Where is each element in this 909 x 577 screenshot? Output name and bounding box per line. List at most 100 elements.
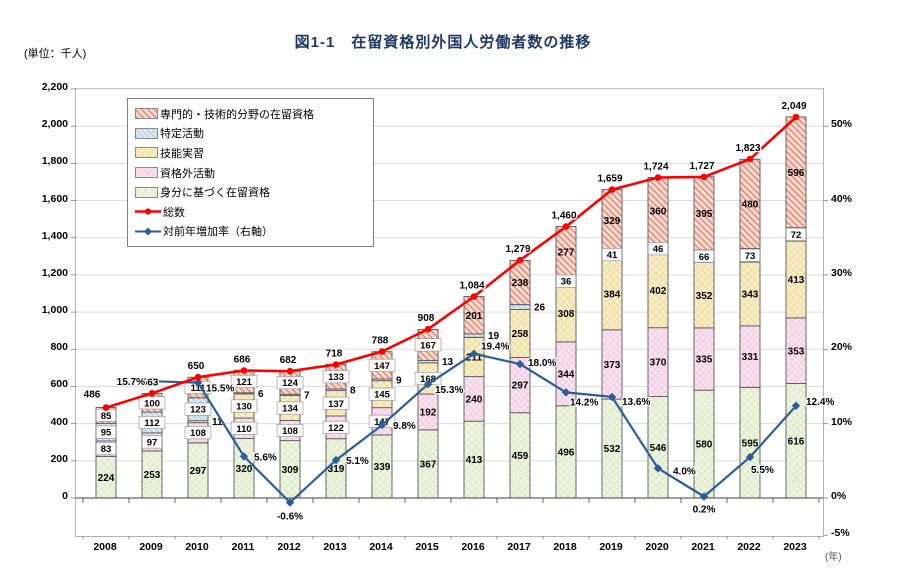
legend-swatch-status_based	[135, 186, 158, 198]
x-tick-label-2016: 2016	[461, 541, 485, 553]
segment-label-status_based-2015: 367	[420, 460, 437, 471]
bar-segment-designated-2017	[509, 304, 531, 310]
segment-label-box-designated-2022	[739, 248, 761, 262]
segment-label-professional-2022: 480	[742, 200, 759, 211]
total-marker-2010	[194, 373, 202, 381]
segment-label-professional-2021: 395	[696, 209, 713, 220]
segment-label-box-designated-2010	[184, 402, 212, 416]
legend-item-outside_status: 資格外活動	[135, 163, 369, 183]
growth-label-2023: 12.4%	[806, 397, 834, 408]
segment-label-designated-2017: 26	[534, 303, 546, 314]
total-label-2009: 563	[142, 377, 159, 388]
segment-label-designated-2013: 8	[350, 385, 356, 396]
x-tick-label-2021: 2021	[691, 541, 715, 553]
total-marker-2022	[746, 155, 754, 163]
growth-label-2017: 18.0%	[528, 358, 556, 369]
y-left-tick-label: 1,800	[41, 155, 68, 168]
segment-label-box-designated-2008	[95, 425, 117, 439]
growth-label-2016: 19.4%	[481, 342, 509, 353]
total-label-2015: 908	[418, 313, 435, 324]
y-left-tick-label: 1,400	[41, 229, 68, 242]
segment-label-professional-2013: 133	[328, 372, 344, 383]
segment-label-technical_intern-2023: 413	[788, 275, 805, 286]
total-marker-2009	[148, 390, 156, 397]
segment-label-status_based-2021: 580	[696, 440, 713, 451]
y-right-tick-label: 30%	[831, 266, 853, 279]
segment-label-box-technical_intern-2013	[322, 396, 350, 410]
total-marker-2011	[240, 367, 248, 374]
y-left-tick-label: 1,200	[41, 266, 68, 279]
unit-label: (単位：千人)	[24, 48, 87, 60]
growth-marker-2021	[699, 492, 709, 501]
x-tick-label-2014: 2014	[369, 541, 393, 553]
y-left-tick-label: 600	[50, 378, 68, 391]
segment-label-designated-2021: 66	[699, 252, 710, 263]
total-label-2011: 686	[234, 355, 251, 366]
growth-marker-2022	[745, 452, 755, 462]
total-marker-2015	[424, 325, 432, 333]
segment-label-technical_intern-2014: 145	[374, 390, 391, 401]
x-tick-label-2011: 2011	[231, 541, 255, 553]
x-tick-label-2010: 2010	[185, 541, 209, 553]
y-left-tick-label: 0	[62, 490, 68, 502]
total-marker-2017	[516, 256, 524, 264]
segment-label-designated-2011: 6	[258, 389, 264, 400]
total-label-2013: 718	[326, 349, 343, 360]
legend-label-growth: 対前年増加率（右軸）	[163, 226, 273, 239]
segment-label-designated-2015: 13	[442, 357, 454, 368]
y-right-tick-label: 10%	[831, 415, 853, 428]
x-tick-label-2015: 2015	[415, 541, 439, 553]
total-label-2022: 1,823	[735, 143, 760, 154]
segment-label-box-designated-2009	[138, 415, 166, 429]
segment-label-professional-2010: 111	[191, 383, 207, 394]
segment-label-professional-2012: 124	[282, 378, 299, 389]
total-marker-2014	[378, 348, 386, 355]
total-marker-2012	[286, 367, 294, 375]
segment-label-designated-2018: 36	[561, 277, 572, 288]
segment-label-outside_status-2012: 108	[282, 426, 298, 437]
segment-label-outside_status-2010: 108	[190, 428, 206, 439]
growth-marker-2016	[469, 349, 479, 358]
segment-label-box-outside_status-2013	[322, 420, 350, 434]
growth-label-2020: 4.0%	[673, 466, 696, 477]
segment-label-status_based-2022: 595	[742, 438, 759, 449]
segment-label-technical_intern-2011: 130	[236, 402, 252, 413]
segment-label-technical_intern-2016: 211	[466, 353, 483, 364]
total-label-2019: 1,659	[597, 174, 622, 185]
segment-label-status_based-2012: 309	[282, 465, 299, 476]
segment-label-outside_status-2022: 331	[742, 352, 759, 363]
bar-2023	[785, 116, 807, 499]
x-tick-label-2020: 2020	[645, 541, 669, 553]
segment-label-technical_intern-2021: 352	[696, 291, 713, 302]
segment-label-professional-2009: 100	[144, 398, 160, 409]
segment-label-status_based-2008: 224	[98, 473, 115, 484]
segment-label-outside_status-2020: 370	[650, 358, 667, 369]
segment-label-professional-2018: 277	[558, 248, 575, 259]
segment-label-technical_intern-2012: 134	[282, 404, 299, 415]
segment-label-professional-2020: 360	[650, 207, 667, 218]
legend-swatch-technical_intern	[135, 147, 158, 159]
legend-item-professional: 専門的・技術的分野の在留資格	[135, 104, 369, 124]
legend-swatch-outside_status	[135, 167, 158, 179]
growth-marker-2020	[653, 464, 663, 473]
segment-label-box-professional-2015	[414, 338, 442, 352]
bar-2021	[693, 176, 715, 499]
plot-area: 224 83 95 85 253 97 112 100 297 108 11 123 111 320 110…	[71, 88, 836, 540]
total-label-2018: 1,460	[551, 211, 576, 222]
segment-label-status_based-2020: 546	[650, 443, 667, 454]
segment-label-technical_intern-2015: 168	[420, 374, 436, 385]
x-tick-label-2008: 2008	[93, 541, 117, 553]
segment-label-professional-2019: 329	[604, 216, 621, 227]
x-tick-label-2012: 2012	[277, 541, 301, 553]
segment-label-professional-2023: 596	[788, 168, 805, 179]
growth-label-2015: 15.3%	[435, 385, 463, 396]
segment-label-box-designated-2018	[555, 274, 577, 288]
total-label-2010: 650	[188, 361, 205, 372]
total-marker-2019	[608, 186, 616, 193]
y-right-tick-label: 40%	[831, 192, 853, 205]
legend-label-status_based: 身分に基づく在留資格	[160, 187, 270, 200]
total-marker-2018	[562, 223, 570, 230]
segment-label-professional-2011: 121	[236, 377, 253, 388]
segment-label-professional-2016: 201	[466, 311, 483, 322]
